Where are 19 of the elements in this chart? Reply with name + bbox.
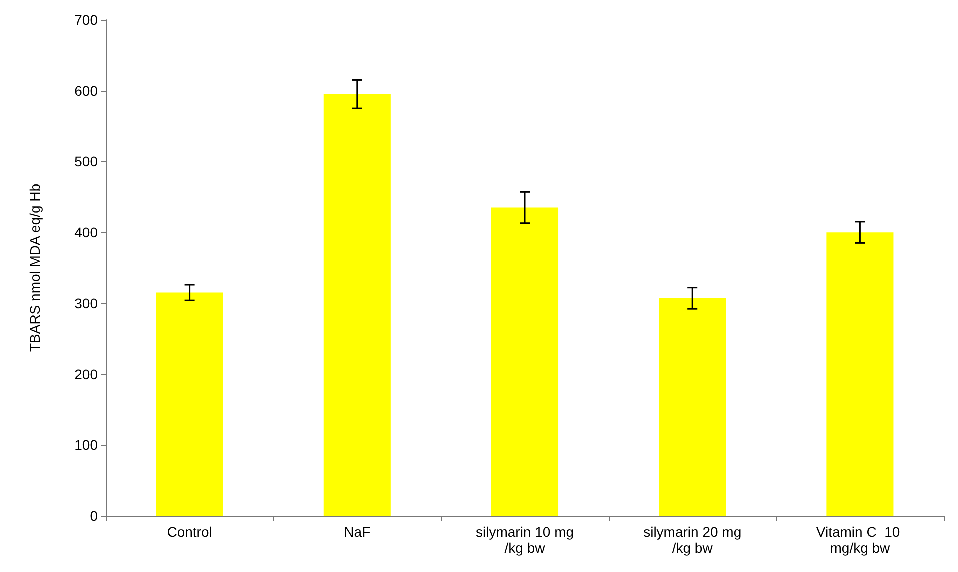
bar — [156, 292, 224, 516]
y-axis-title: TBARS nmol MDA eq/g Hb — [27, 184, 43, 352]
bar — [659, 298, 726, 516]
bar — [491, 208, 559, 516]
y-tick-label: 600 — [74, 82, 98, 99]
bar — [324, 94, 391, 516]
y-tick-label: 100 — [74, 437, 98, 454]
x-tick-label: silymarin 10 mg/kg bw — [476, 524, 574, 556]
y-tick-label: 200 — [74, 366, 98, 382]
y-tick-label: 700 — [74, 12, 98, 28]
y-tick-label: 0 — [90, 508, 98, 524]
y-tick-label: 400 — [74, 224, 98, 241]
x-tick-label: silymarin 20 mg/kg bw — [644, 524, 742, 556]
bar — [826, 232, 894, 516]
x-tick-label: NaF — [344, 524, 371, 540]
x-tick-label: Vitamin C 10 mg/kg bw — [816, 524, 904, 556]
x-tick-label: Control — [167, 524, 212, 540]
y-tick-label: 300 — [74, 295, 98, 312]
y-tick-label: 500 — [74, 154, 98, 170]
